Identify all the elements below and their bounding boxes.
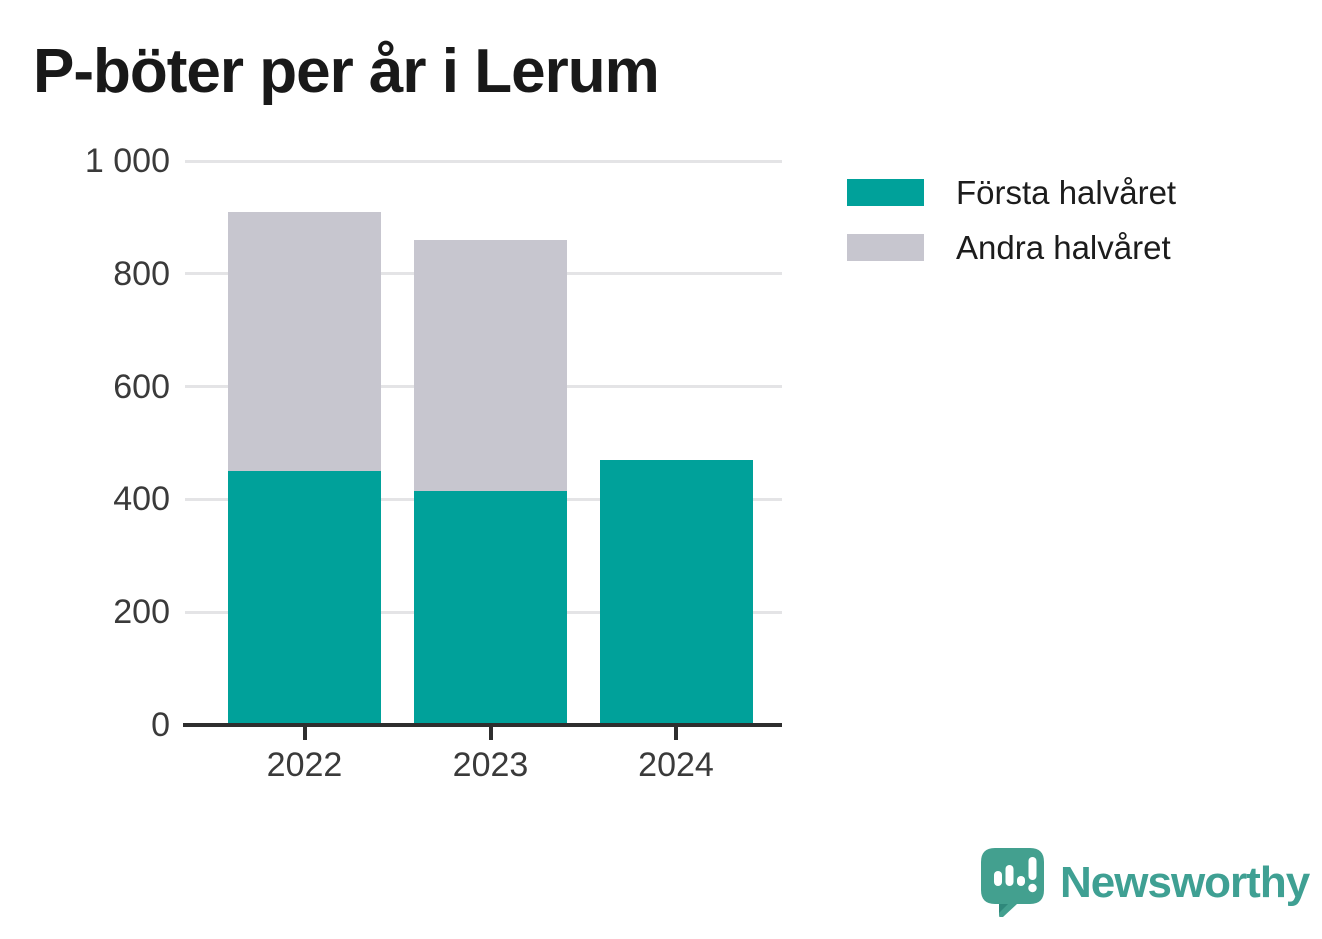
- y-axis-tick-label-0: 0: [151, 706, 170, 744]
- y-axis-tick-label-400: 400: [113, 480, 170, 519]
- logo-bar-1: [994, 871, 1002, 886]
- legend-item-forsta-halvaret: Första halvåret: [847, 174, 1176, 211]
- gridline-1000: [185, 159, 782, 163]
- y-axis-tick-label-1000: 1 000: [84, 142, 170, 180]
- legend-swatch-forsta-halvaret: [847, 179, 924, 206]
- logo-exclamation-dot: [1028, 883, 1037, 893]
- bar-2023-forsta-halvaret: [414, 490, 567, 725]
- newsworthy-logo: Newsworthy: [981, 848, 1310, 917]
- brand-name: Newsworthy: [1060, 857, 1310, 907]
- legend-item-andra-halvaret: Andra halvåret: [847, 229, 1176, 266]
- bar-2022-forsta-halvaret: [228, 471, 381, 725]
- y-axis-tick-label-800: 800: [113, 254, 170, 293]
- newsworthy-icon: [981, 848, 1044, 917]
- logo-bar-2: [1005, 865, 1014, 886]
- logo-exclamation-bar: [1028, 857, 1037, 880]
- y-axis-tick-label-200: 200: [113, 593, 170, 632]
- x-axis-tick-2023: [488, 727, 493, 740]
- legend-label-forsta-halvaret: Första halvåret: [956, 173, 1177, 211]
- legend: Första halvåret Andra halvåret: [847, 174, 1176, 289]
- chart-title: P-böter per år i Lerum: [33, 37, 660, 106]
- x-axis-label-2024: 2024: [638, 746, 714, 784]
- y-axis-tick-label-600: 600: [113, 367, 170, 406]
- legend-swatch-andra-halvaret: [847, 234, 924, 261]
- bar-2024-forsta-halvaret: [599, 459, 753, 725]
- x-axis-line: [183, 723, 782, 727]
- bar-2022-andra-halvaret: [228, 211, 381, 472]
- x-axis-tick-2024: [674, 727, 678, 740]
- legend-label-andra-halvaret: Andra halvåret: [956, 228, 1171, 266]
- speech-bubble-tail-shade: [999, 904, 1008, 913]
- x-axis-label-2023: 2023: [452, 746, 529, 784]
- x-axis-tick-2022: [302, 727, 307, 740]
- bar-2023-andra-halvaret: [414, 239, 567, 491]
- logo-bar-3: [1017, 876, 1025, 886]
- x-axis-label-2022: 2022: [266, 746, 343, 784]
